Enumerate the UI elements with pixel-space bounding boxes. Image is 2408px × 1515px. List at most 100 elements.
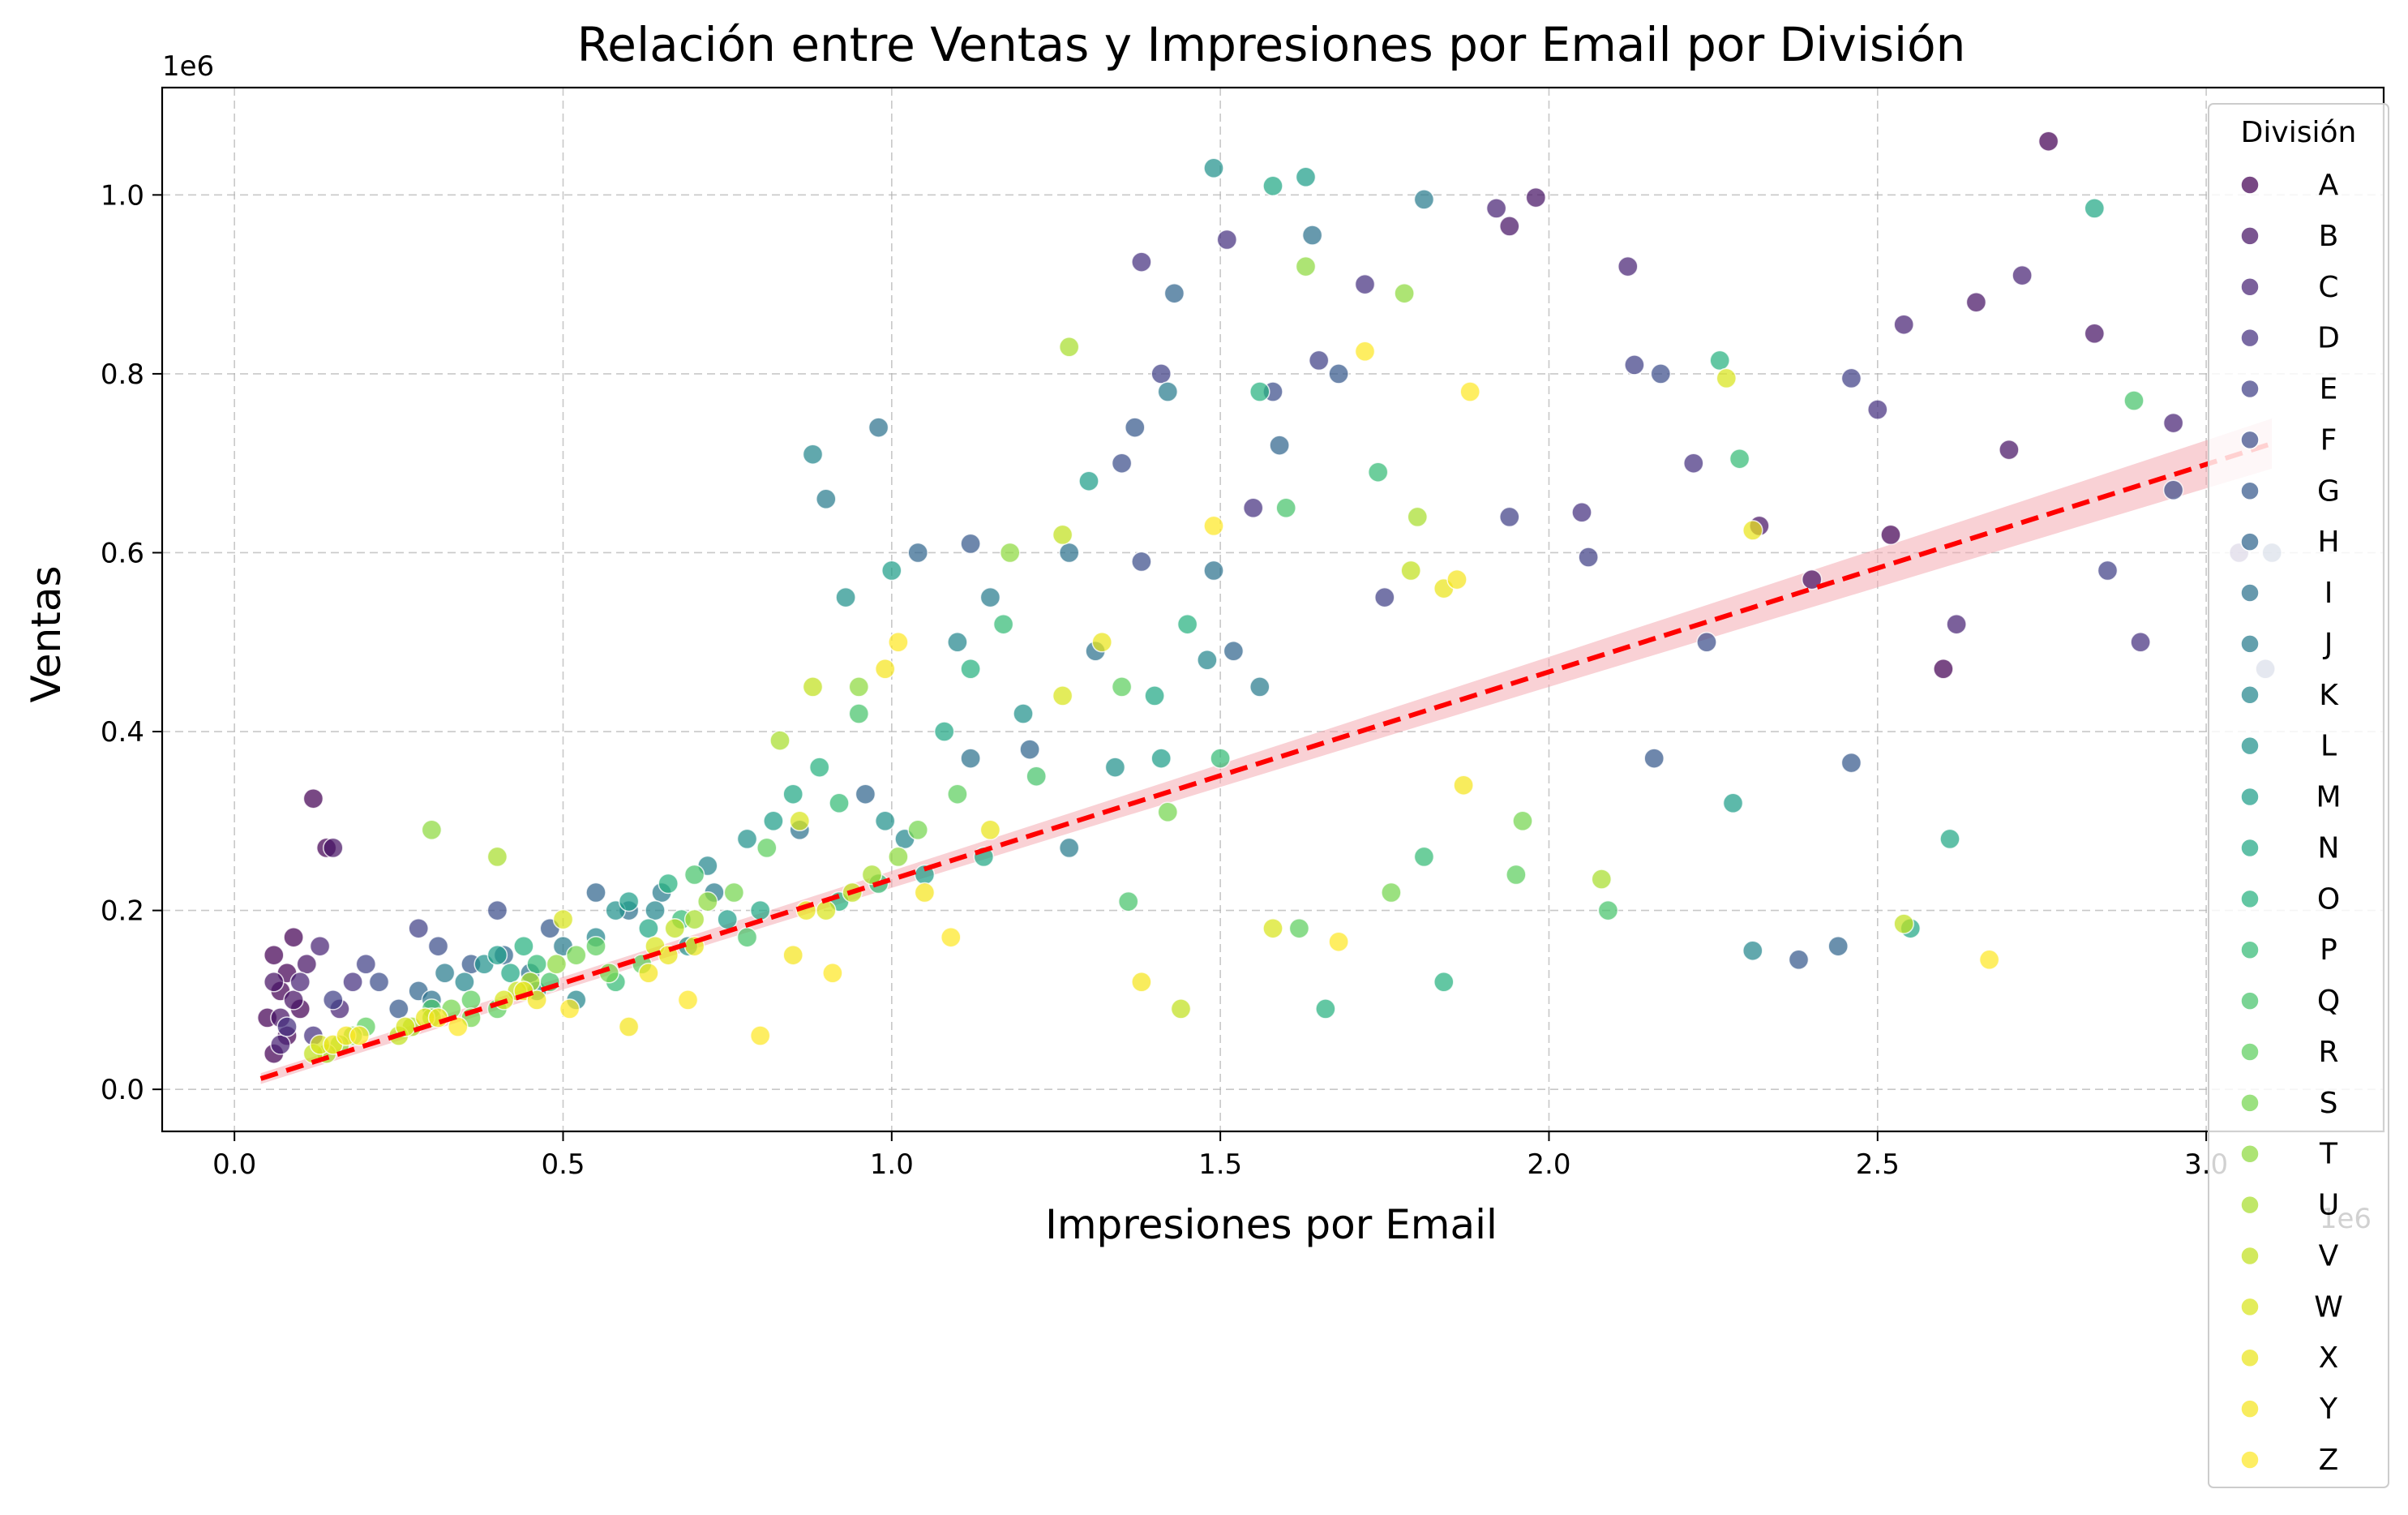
- scatter-point-O: [1315, 998, 1336, 1019]
- scatter-point-Y: [782, 944, 803, 966]
- y-axis-offset-label: 1e6: [162, 50, 214, 83]
- scatter-point-D: [1131, 251, 1152, 273]
- scatter-point-I: [1203, 560, 1224, 582]
- scatter-point-N: [638, 917, 659, 939]
- scatter-point-E: [1624, 354, 1645, 376]
- scatter-point-A: [283, 926, 304, 948]
- scatter-point-J: [434, 963, 456, 984]
- scatter-point-Z: [940, 926, 962, 948]
- scatter-point-O: [1709, 350, 1730, 371]
- legend-marker-C: [2240, 277, 2260, 297]
- scatter-point-H: [585, 882, 606, 903]
- x-axis-label: Impresiones por Email: [1045, 1201, 1498, 1248]
- scatter-point-Z: [888, 632, 909, 653]
- scatter-point-U: [486, 846, 508, 868]
- legend-title: División: [2241, 116, 2357, 149]
- scatter-point-C: [1485, 198, 1507, 219]
- legend-label-Z: Z: [2319, 1444, 2339, 1477]
- scatter-point-G: [388, 998, 409, 1019]
- scatter-point-Q: [683, 864, 705, 886]
- scatter-point-M: [881, 560, 902, 582]
- legend-label-R: R: [2318, 1036, 2338, 1069]
- legend-marker-M: [2240, 787, 2260, 807]
- scatter-point-X: [979, 819, 1001, 841]
- x-tick-label: 2.0: [1527, 1148, 1570, 1181]
- y-tick-label: 1.0: [101, 179, 144, 212]
- legend-label-O: O: [2317, 882, 2340, 916]
- scatter-point-E: [408, 917, 429, 939]
- scatter-point-T: [999, 542, 1021, 564]
- scatter-point-J: [979, 586, 1001, 608]
- scatter-point-Z: [1203, 515, 1224, 537]
- legend-label-G: G: [2317, 474, 2340, 508]
- scatter-point-P: [1367, 461, 1389, 483]
- scatter-point-G: [1125, 417, 1146, 438]
- scatter-point-E: [1308, 350, 1330, 371]
- scatter-point-F: [486, 899, 508, 921]
- y-tick-label: 0.4: [101, 716, 144, 749]
- scatter-point-R: [1288, 917, 1310, 939]
- scatter-point-F: [1111, 453, 1133, 474]
- scatter-point-M: [717, 908, 738, 930]
- scatter-point-W: [1052, 685, 1073, 706]
- scatter-point-R: [461, 989, 482, 1011]
- legend-marker-W: [2240, 1297, 2260, 1317]
- scatter-point-P: [526, 954, 547, 975]
- scatter-point-G: [1788, 949, 1810, 971]
- legend-marker-A: [2240, 175, 2260, 195]
- scatter-point-Q: [848, 703, 870, 724]
- chart-title: Relación entre Ventas y Impresiones por …: [577, 17, 1966, 72]
- trend-line-layer: [259, 441, 2273, 1081]
- scatter-point-G: [1328, 363, 1349, 384]
- scatter-point-Q: [2123, 390, 2144, 411]
- scatter-point-V: [1170, 998, 1192, 1019]
- scatter-point-N: [1262, 175, 1283, 197]
- scatter-point-R: [585, 935, 606, 957]
- scatter-point-K: [1742, 940, 1763, 961]
- legend-marker-D: [2240, 328, 2260, 348]
- scatter-point-G: [1643, 748, 1665, 769]
- scatter-point-C: [1946, 613, 1967, 635]
- legend-label-B: B: [2319, 220, 2339, 253]
- regression-line: [259, 441, 2273, 1081]
- legend-label-S: S: [2320, 1087, 2338, 1120]
- scatter-point-O: [1176, 613, 1198, 635]
- scatter-point-X: [1091, 632, 1112, 653]
- scatter-point-Z: [1328, 931, 1349, 952]
- scatter-point-V: [802, 676, 824, 697]
- x-tick-label: 0.5: [541, 1148, 585, 1181]
- scatter-point-H: [1223, 641, 1245, 662]
- scatter-point-F: [1696, 632, 1717, 653]
- scatter-point-W: [1262, 917, 1283, 939]
- scatter-point-A: [302, 788, 324, 809]
- legend-label-K: K: [2319, 679, 2339, 712]
- scatter-point-U: [1058, 337, 1080, 358]
- legend-label-J: J: [2323, 628, 2333, 661]
- y-axis-label: Ventas: [23, 565, 70, 702]
- scatter-point-K: [802, 444, 824, 465]
- legend-marker-O: [2240, 889, 2260, 909]
- scatter-point-Q: [1026, 766, 1047, 787]
- scatter-point-O: [513, 935, 534, 957]
- scatter-point-Y: [1453, 775, 1474, 796]
- scatter-point-X: [1742, 520, 1763, 541]
- legend-marker-B: [2240, 226, 2260, 246]
- scatter-point-D: [1242, 497, 1264, 519]
- legend-marker-F: [2240, 430, 2260, 450]
- legend-label-P: P: [2320, 933, 2337, 967]
- scatter-point-A: [2037, 131, 2059, 152]
- scatter-point-Z: [1354, 341, 1376, 363]
- scatter-point-F: [2162, 479, 2184, 501]
- legend-marker-J: [2240, 634, 2260, 654]
- scatter-point-R: [1506, 864, 1527, 886]
- scatter-point-J: [1413, 189, 1435, 210]
- scatter-point-E: [2097, 560, 2119, 582]
- scatter-point-K: [454, 972, 475, 993]
- scatter-point-N: [499, 963, 521, 984]
- scatter-point-P: [829, 792, 850, 814]
- scatter-point-T: [421, 819, 443, 841]
- scatter-point-N: [933, 721, 955, 742]
- y-tick-label: 0.0: [101, 1074, 144, 1106]
